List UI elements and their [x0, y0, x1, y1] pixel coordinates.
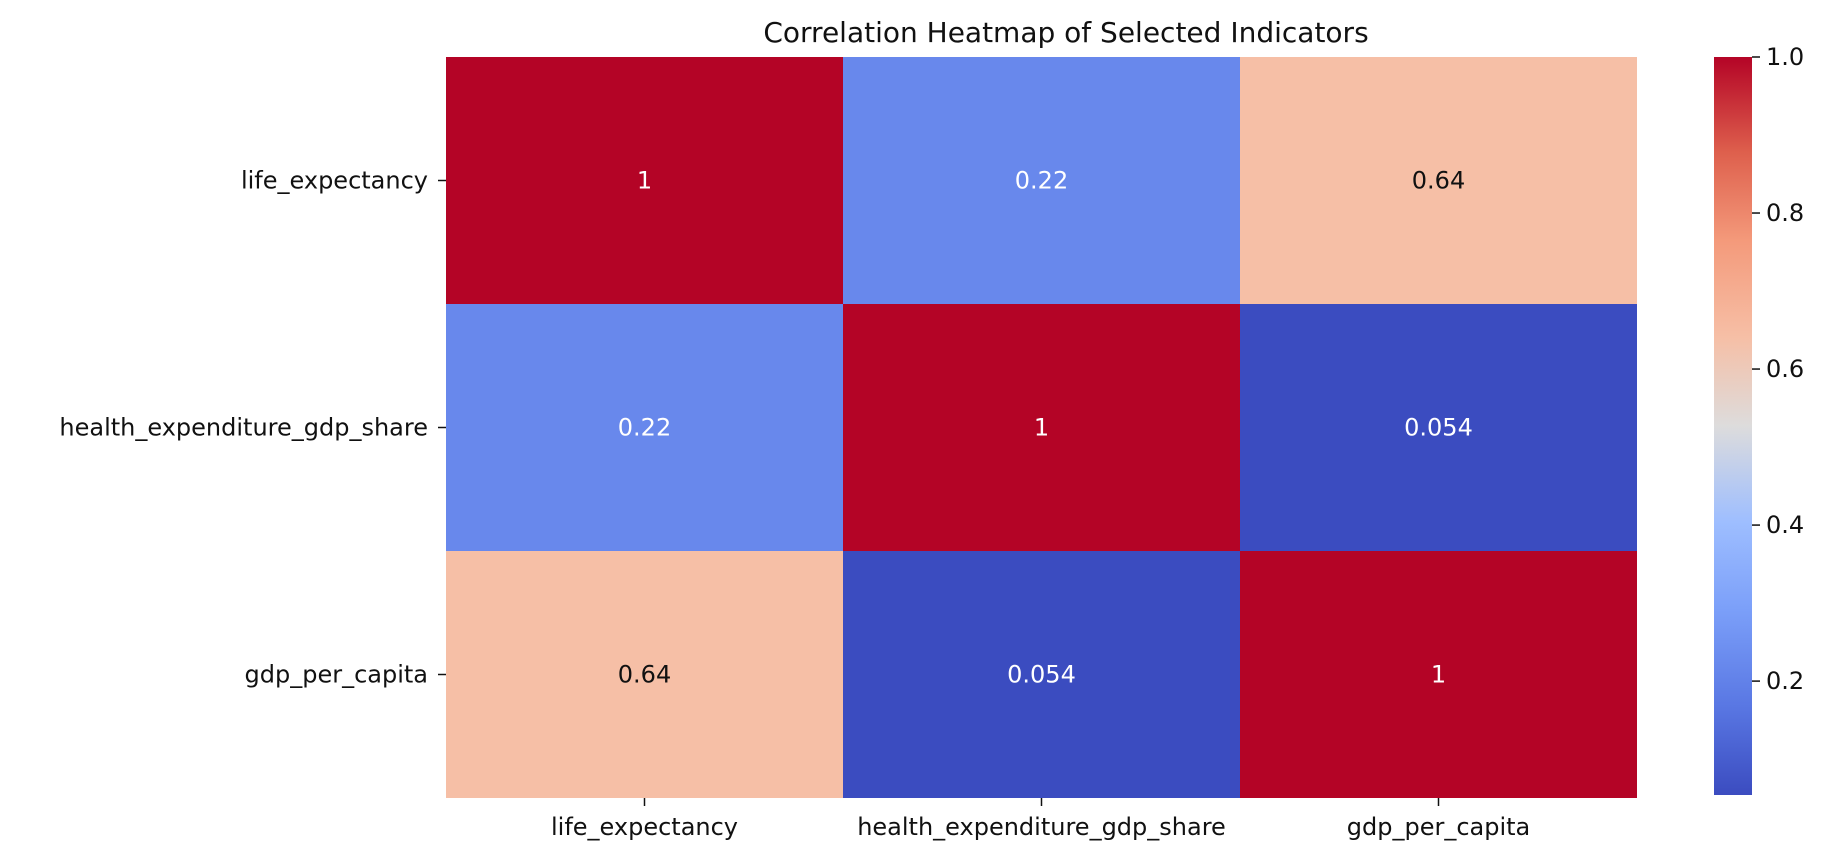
y-axis-label-1: health_expenditure_gdp_share	[59, 414, 428, 442]
heatmap-cell-1-0	[446, 304, 843, 551]
heatmap-cell-0-1	[843, 57, 1240, 304]
x-axis-label-0: life_expectancy	[551, 813, 738, 841]
heatmap-cell-label-1-2: 0.054	[1404, 414, 1473, 442]
colorbar	[1714, 57, 1752, 795]
heatmap-cell-label-0-0: 1	[637, 167, 652, 195]
colorbar-tick-label-1: 0.4	[1766, 511, 1804, 539]
heatmap-cell-2-2	[1240, 551, 1637, 798]
y-axis-label-0: life_expectancy	[241, 167, 428, 195]
colorbar-tick-label-2: 0.6	[1766, 355, 1804, 383]
colorbar-tick-label-0: 0.2	[1766, 667, 1804, 695]
heatmap-cell-label-0-1: 0.22	[1015, 167, 1068, 195]
heatmap-cell-label-2-1: 0.054	[1007, 661, 1076, 689]
heatmap-cell-0-0	[446, 57, 843, 304]
heatmap-cell-label-1-0: 0.22	[618, 414, 671, 442]
heatmap-cell-0-2	[1240, 57, 1637, 304]
x-axis-label-1: health_expenditure_gdp_share	[857, 813, 1226, 841]
heatmap-cell-1-2	[1240, 304, 1637, 551]
heatmap-cell-2-0	[446, 551, 843, 798]
heatmap-cell-2-1	[843, 551, 1240, 798]
heatmap-cell-label-0-2: 0.64	[1412, 167, 1465, 195]
y-axis-label-2: gdp_per_capita	[245, 661, 429, 689]
heatmap-cell-1-1	[843, 304, 1240, 551]
colorbar-ticks: 0.2 0.4 0.6 0.8 1.0	[1752, 43, 1804, 695]
heatmap-cells	[446, 57, 1637, 798]
y-axis: life_expectancy health_expenditure_gdp_sh…	[59, 167, 446, 689]
colorbar-tick-label-4: 1.0	[1766, 43, 1804, 71]
chart-title: Correlation Heatmap of Selected Indicato…	[763, 16, 1368, 49]
colorbar-tick-label-3: 0.8	[1766, 199, 1804, 227]
heatmap-cell-label-2-0: 0.64	[618, 661, 671, 689]
heatmap-cell-label-1-1: 1	[1034, 414, 1049, 442]
heatmap-cell-labels: 1 0.22 0.64 0.22 1 0.054 0.64 0.054 1	[618, 167, 1473, 689]
x-axis-label-2: gdp_per_capita	[1347, 813, 1531, 841]
x-axis: life_expectancy health_expenditure_gdp_sh…	[551, 798, 1530, 841]
heatmap-cell-label-2-2: 1	[1431, 661, 1446, 689]
